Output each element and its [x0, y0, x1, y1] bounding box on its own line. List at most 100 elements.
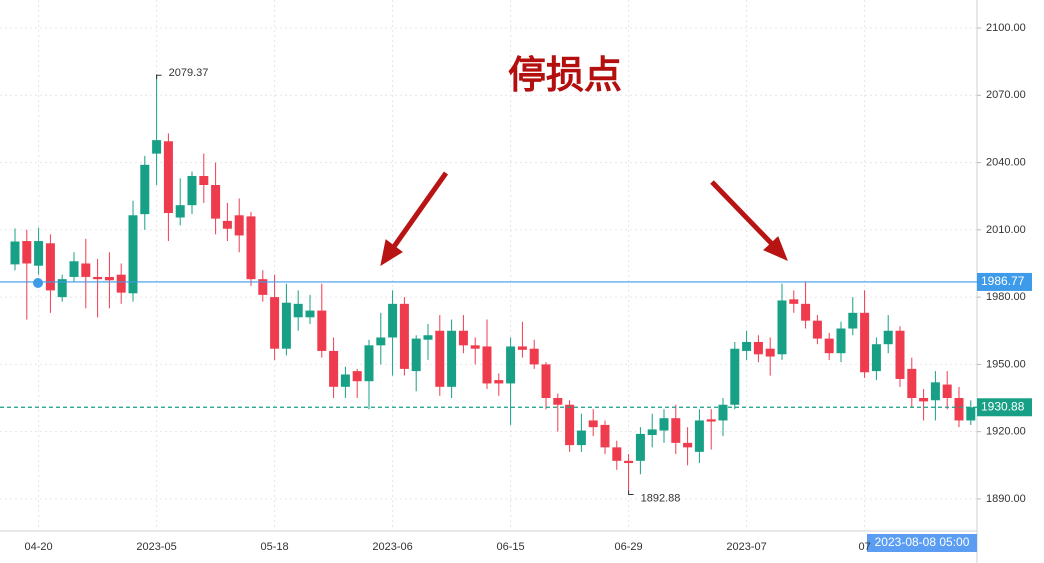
candle-body — [470, 345, 480, 349]
candle-body — [222, 220, 232, 229]
y-tick-label: 2100.00 — [986, 22, 1026, 34]
candle-body — [175, 205, 185, 218]
candle-body — [848, 312, 858, 329]
candle-body — [612, 447, 622, 461]
candle-body — [22, 241, 32, 264]
candle-body — [305, 310, 315, 318]
candle-body — [954, 398, 964, 421]
candle-body — [187, 176, 197, 206]
candle-body — [45, 243, 55, 291]
candle-body — [423, 335, 433, 340]
high-marker — [156, 74, 162, 80]
x-tick-label: 06-29 — [615, 541, 643, 553]
candle-body — [116, 274, 126, 293]
y-tick-label: 2070.00 — [986, 89, 1026, 101]
arrow-right — [710, 180, 775, 247]
candle-body — [435, 330, 445, 387]
x-tick-label: 07 — [858, 541, 870, 553]
candle-body — [812, 320, 822, 339]
candle-body — [576, 430, 586, 446]
candle-body — [447, 330, 457, 387]
candle-body — [376, 337, 386, 346]
candle-body — [34, 241, 44, 266]
arrow-head — [763, 236, 788, 261]
x-tick-label: 2023-07 — [726, 541, 766, 553]
candle-body — [388, 303, 398, 338]
arrows — [380, 171, 788, 267]
x-tick-label: 2023-05 — [136, 541, 176, 553]
candle-body — [836, 328, 846, 354]
candle-body — [718, 404, 728, 421]
candle-body — [270, 297, 280, 349]
price-line-label: 1930.88 — [981, 399, 1025, 413]
candle-body — [565, 404, 575, 446]
candle-body — [789, 299, 799, 304]
candle-body — [517, 346, 527, 350]
annotation: 停损点 — [508, 55, 622, 97]
y-tick-label: 1950.00 — [986, 358, 1026, 370]
candle-body — [140, 164, 150, 215]
candle-body — [942, 384, 952, 399]
candle-body — [659, 418, 669, 431]
x-tick-label: 2023-06 — [372, 541, 412, 553]
candle-body — [128, 215, 138, 294]
candle-body — [163, 141, 173, 214]
candle-body — [742, 341, 752, 351]
candle-body — [482, 346, 492, 384]
candle-body — [506, 346, 516, 384]
candle-body — [907, 368, 917, 399]
arrow-head — [380, 239, 403, 267]
candle-body — [317, 310, 327, 351]
candle-body — [966, 407, 976, 421]
candle-body — [919, 398, 929, 402]
candle-body — [364, 345, 374, 382]
candle-body — [588, 420, 598, 428]
candle-body — [340, 374, 350, 387]
candle-body — [329, 350, 339, 387]
x-tick-label: 06-15 — [497, 541, 525, 553]
candle-body — [10, 241, 20, 265]
candle-body — [730, 348, 740, 405]
candle-body — [399, 303, 409, 369]
x-tick-label: 05-18 — [261, 541, 289, 553]
candle-body — [883, 330, 893, 345]
y-tick-label: 1920.00 — [986, 426, 1026, 438]
candle-body — [671, 418, 681, 443]
marker-dot — [33, 278, 43, 288]
candle-body — [529, 348, 539, 365]
price-line-label-box — [977, 272, 1032, 291]
candle-body — [57, 279, 67, 298]
candle-body — [824, 338, 834, 354]
candle-body — [553, 398, 563, 405]
candle-body — [647, 429, 657, 436]
candle-body — [281, 302, 291, 349]
candle-body — [152, 140, 162, 154]
crosshair-label: 2023-08-08 05:00 — [875, 535, 970, 549]
price-line-label: 1986.77 — [981, 274, 1025, 288]
candle-body — [753, 341, 763, 355]
candle-body — [694, 420, 704, 452]
candle-body — [246, 216, 256, 280]
candle-body — [777, 300, 787, 355]
y-tick-label: 1980.00 — [986, 291, 1026, 303]
candle-body — [683, 442, 693, 448]
y-tick-label: 2040.00 — [986, 156, 1026, 168]
candle-body — [93, 276, 103, 280]
candle-body — [765, 348, 775, 357]
candle-body — [411, 338, 421, 372]
candle-body — [293, 303, 303, 318]
candle-body — [600, 424, 610, 448]
candle-body — [624, 460, 634, 464]
candle-body — [234, 215, 244, 236]
low-label: 1892.88 — [641, 492, 681, 504]
candle-body — [352, 371, 362, 382]
high-label: 2079.37 — [169, 67, 209, 79]
crosshair-label-box — [867, 534, 977, 552]
x-tick-label: 04-20 — [25, 541, 53, 553]
candle-body — [69, 261, 79, 277]
candle-body — [930, 382, 940, 401]
candle-body — [541, 364, 551, 399]
candle-body — [104, 276, 114, 281]
